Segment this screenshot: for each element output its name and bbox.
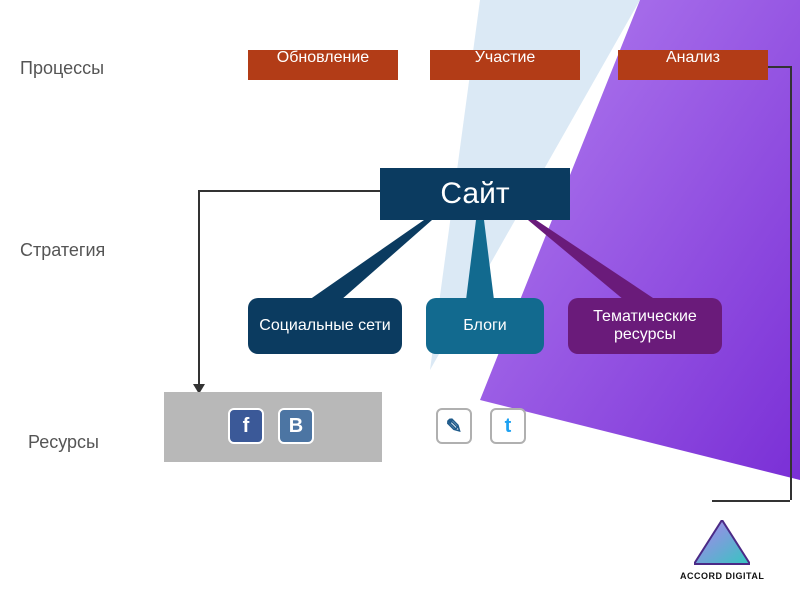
accord-digital-logo: ACCORD DIGITAL bbox=[680, 520, 764, 581]
site-box: Сайт bbox=[380, 168, 570, 220]
strategy-label: Блоги bbox=[463, 317, 507, 335]
strategy-label: Социальные сети bbox=[259, 317, 390, 335]
strategy-box-blogs: Блоги bbox=[426, 298, 544, 354]
vk-icon: B bbox=[278, 408, 314, 444]
logo-triangle-icon bbox=[694, 520, 750, 566]
facebook-icon: f bbox=[228, 408, 264, 444]
twitter-icon: t bbox=[490, 408, 526, 444]
strategy-box-thematic: Тематические ресурсы bbox=[568, 298, 722, 354]
strategy-label: Тематические ресурсы bbox=[568, 308, 722, 343]
logo-text: ACCORD DIGITAL bbox=[680, 571, 764, 581]
strategy-box-social: Социальные сети bbox=[248, 298, 402, 354]
site-label: Сайт bbox=[440, 177, 509, 211]
lj-icon: ✎ bbox=[436, 408, 472, 444]
crm-box bbox=[164, 392, 382, 462]
